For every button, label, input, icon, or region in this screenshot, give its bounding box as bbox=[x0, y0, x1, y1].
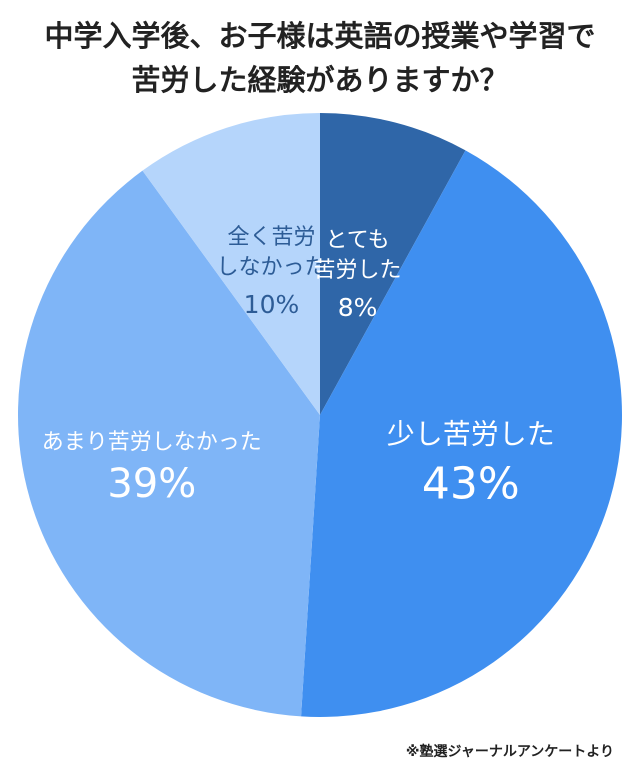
slice-label-group-3: あまり苦労しなかった 39% bbox=[42, 430, 262, 507]
chart-title-line-2: 苦労した経験がありますか？ bbox=[131, 63, 509, 97]
pie-slice-4 bbox=[142, 113, 320, 415]
pie-slice-1 bbox=[320, 113, 466, 415]
slice-label-4-line-2: しなかった bbox=[216, 255, 326, 280]
slice-value-1: 8% bbox=[338, 293, 378, 322]
slice-label-3-line-1: あまり苦労しなかった bbox=[42, 430, 262, 455]
pie-slice-3 bbox=[18, 170, 320, 717]
slice-label-2-line-1: 少し苦労した bbox=[387, 417, 555, 450]
source-note: ※塾選ジャーナルアンケートより bbox=[405, 744, 614, 760]
chart-title-line-1: 中学入学後、お子様は英語の授業や学習で bbox=[44, 19, 596, 53]
chart-title: 中学入学後、お子様は英語の授業や学習で 苦労した経験がありますか？ bbox=[0, 14, 640, 102]
slice-value-3: 39% bbox=[107, 461, 196, 507]
slice-label-4-line-1: 全く苦労 bbox=[227, 225, 315, 250]
pie-slice-2 bbox=[301, 150, 622, 718]
slice-label-group-2: 少し苦労した 43% bbox=[387, 417, 555, 509]
slice-value-2: 43% bbox=[422, 459, 520, 510]
slice-value-4: 10% bbox=[244, 290, 300, 319]
slice-label-1-line-1: とても bbox=[325, 228, 389, 253]
slice-label-1-line-2: 苦労した bbox=[314, 258, 402, 283]
